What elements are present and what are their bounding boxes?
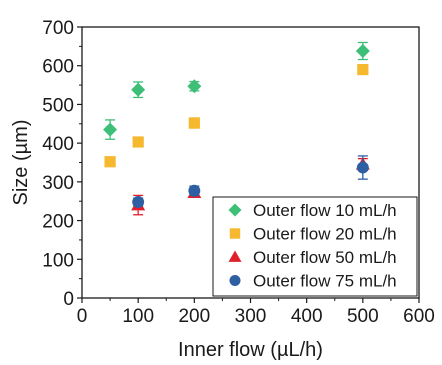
legend-label: Outer flow 50 mL/h	[253, 248, 397, 267]
legend-item: Outer flow 10 mL/h	[228, 201, 397, 220]
y-tick-label: 300	[42, 173, 74, 194]
data-point	[355, 44, 370, 59]
x-tick-label: 100	[122, 306, 154, 327]
y-tick-labels: 0 100 200 300 400 500 600 700	[42, 18, 74, 310]
tick-marks	[77, 26, 420, 303]
data-point	[132, 196, 145, 208]
data-point	[357, 63, 369, 76]
x-tick-label: 400	[291, 306, 323, 327]
x-tick-label: 500	[347, 306, 379, 327]
legend-marker	[229, 228, 241, 239]
legend-item: Outer flow 50 mL/h	[228, 248, 397, 267]
legend-label: Outer flow 20 mL/h	[253, 225, 397, 244]
y-tick-label: 600	[42, 57, 74, 78]
y-tick-label: 100	[42, 250, 74, 271]
data-point	[132, 136, 144, 148]
x-tick-labels: 0 100 200 300 400 500 600	[77, 306, 435, 327]
y-tick-label: 400	[42, 134, 74, 155]
y-axis-title: Size (µm)	[10, 120, 32, 206]
data-point	[131, 82, 146, 97]
data-points	[103, 41, 370, 216]
data-point	[188, 117, 200, 129]
x-axis-title: Inner flow (µL/h)	[178, 339, 323, 361]
data-point	[187, 79, 202, 94]
data-point	[356, 161, 369, 174]
legend-marker	[228, 250, 242, 262]
legend-label: Outer flow 10 mL/h	[253, 201, 397, 220]
y-tick-label: 200	[42, 212, 74, 233]
x-tick-label: 200	[178, 306, 210, 327]
series-1	[103, 41, 370, 140]
y-tick-label: 0	[63, 289, 74, 310]
series-4	[132, 155, 369, 208]
data-point	[188, 184, 201, 197]
legend-box	[212, 196, 418, 297]
series-2	[104, 63, 369, 168]
x-tick-label: 600	[403, 306, 435, 327]
legend-marker	[229, 274, 241, 287]
y-tick-label: 500	[42, 95, 74, 116]
data-point	[103, 122, 118, 137]
x-tick-label: 0	[77, 306, 88, 327]
x-tick-label: 300	[235, 306, 267, 327]
legend: Outer flow 10 mL/h Outer flow 20 mL/h Oute…	[212, 196, 418, 297]
data-point	[104, 156, 116, 168]
legend-item: Outer flow 75 mL/h	[229, 272, 397, 291]
y-tick-label: 700	[42, 18, 74, 39]
legend-label: Outer flow 75 mL/h	[253, 272, 397, 291]
legend-item: Outer flow 20 mL/h	[229, 225, 397, 244]
legend-marker	[228, 203, 242, 217]
